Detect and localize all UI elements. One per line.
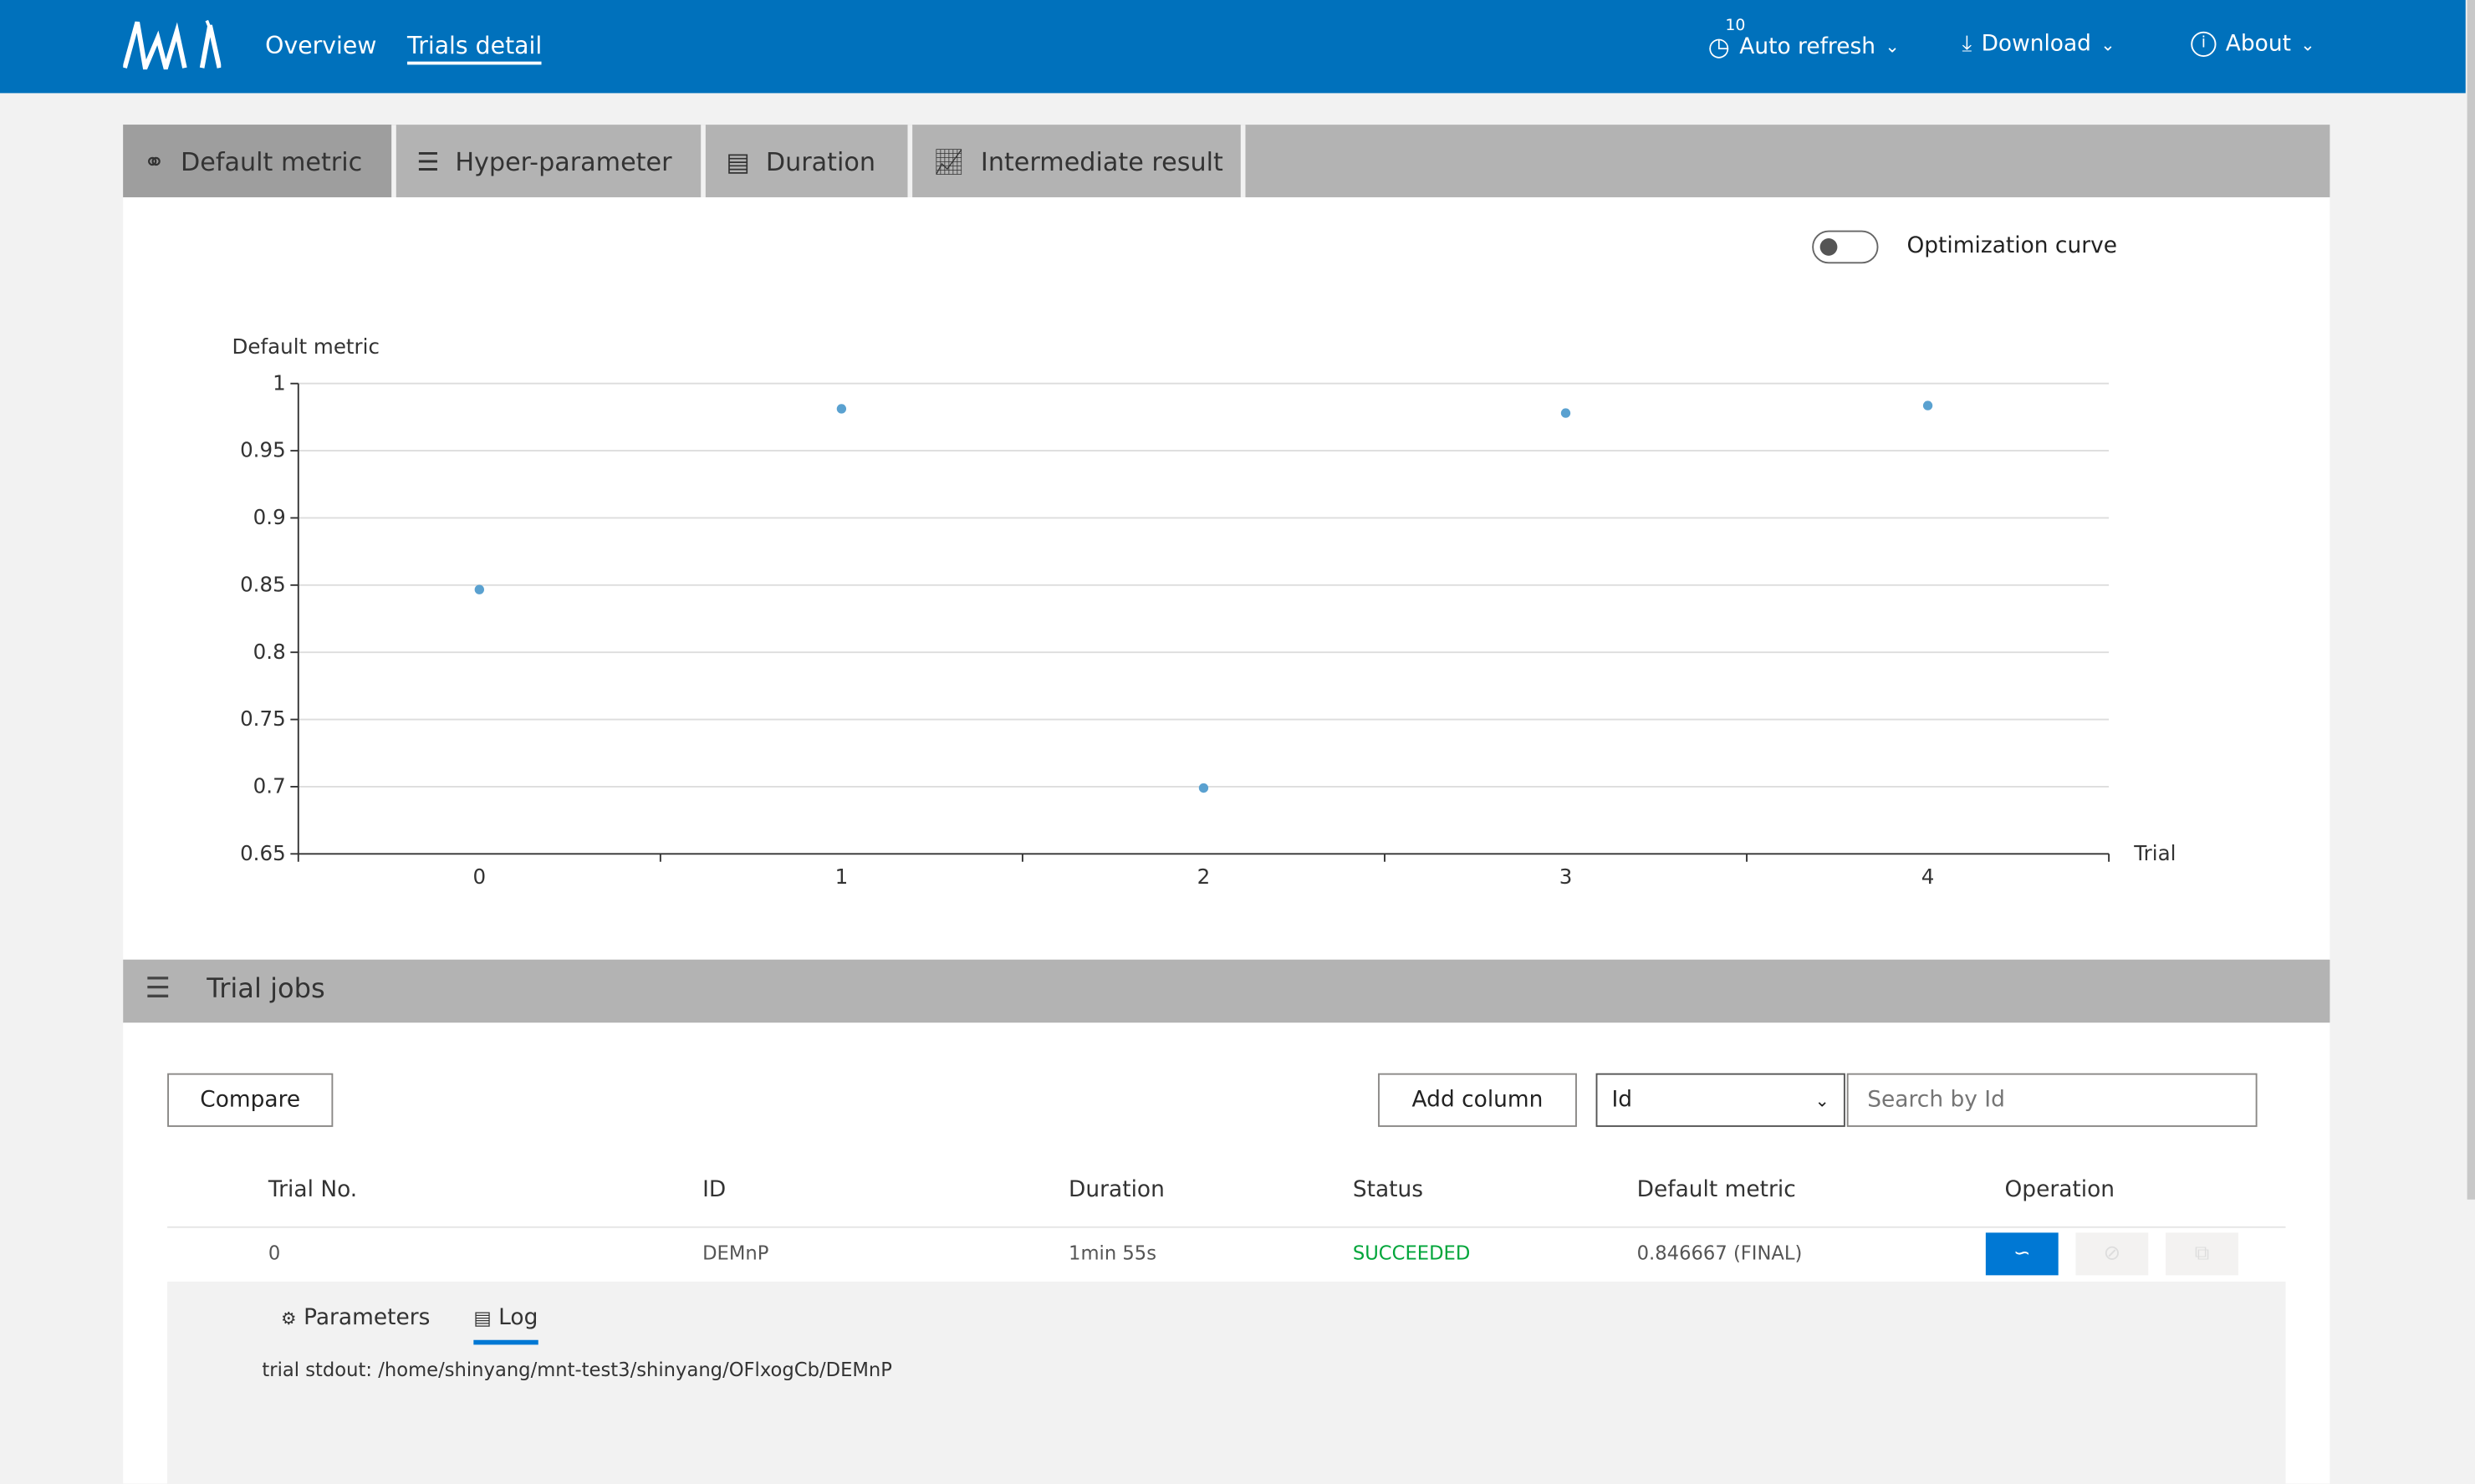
about-label: About bbox=[2225, 31, 2291, 57]
select-value: Id bbox=[1611, 1087, 1633, 1113]
list-icon: ☰ bbox=[145, 971, 171, 1006]
trial-jobs-header: ☰ Trial jobs bbox=[123, 959, 2330, 1023]
column-header-trial-no[interactable]: Trial No. bbox=[268, 1177, 358, 1203]
trial-jobs-title: Trial jobs bbox=[207, 973, 325, 1006]
y-tick-label: 0.75 bbox=[240, 706, 286, 731]
y-tick-label: 0.9 bbox=[253, 505, 286, 529]
log-icon: ▤ bbox=[473, 1307, 492, 1329]
tab-parameters[interactable]: ⚙ Parameters bbox=[281, 1305, 430, 1330]
optimization-curve-label: Optimization curve bbox=[1906, 233, 2117, 259]
cancel-icon: ⊘ bbox=[2103, 1242, 2121, 1267]
x-tick-label: 4 bbox=[1921, 864, 1935, 889]
line-chart-icon: 📈︎ bbox=[932, 145, 966, 176]
tab-hyper-parameter[interactable]: ☰ Hyper-parameter bbox=[396, 125, 706, 197]
about-menu[interactable]: i About ⌄ bbox=[2191, 31, 2315, 57]
cell-trial: 0 bbox=[268, 1242, 281, 1265]
y-tick-label: 0.85 bbox=[240, 572, 286, 596]
tab-label: Hyper-parameter bbox=[455, 145, 672, 176]
top-nav: Overview Trials detail ◷ 10 Auto refresh … bbox=[0, 0, 2466, 94]
log-text: trial stdout: /home/shinyang/mnt-test3/s… bbox=[262, 1359, 892, 1381]
auto-refresh-menu[interactable]: ◷ 10 Auto refresh ⌄ bbox=[1707, 17, 1900, 62]
nni-logo bbox=[123, 19, 222, 70]
data-point bbox=[1560, 408, 1571, 418]
expanded-row-detail: ⚙ Parameters ▤ Log trial stdout: /home/s… bbox=[167, 1281, 2286, 1484]
tab-label: Parameters bbox=[304, 1305, 431, 1331]
compare-button[interactable]: Compare bbox=[167, 1073, 334, 1127]
toggle-thumb bbox=[1819, 238, 1838, 256]
tab-label: Intermediate result bbox=[980, 145, 1223, 176]
chevron-down-icon: ⌄ bbox=[1814, 1089, 1829, 1111]
data-point bbox=[1198, 783, 1209, 793]
x-axis-label: Trial bbox=[2133, 841, 2176, 865]
column-header-id[interactable]: ID bbox=[702, 1177, 727, 1203]
copy-trial-button[interactable]: ⧉ bbox=[2166, 1232, 2238, 1276]
cell-id: DEMnP bbox=[702, 1242, 769, 1265]
tab-duration[interactable]: ▤ Duration bbox=[706, 125, 913, 197]
download-icon: ⤓ bbox=[1962, 31, 1972, 57]
y-tick-label: 0.8 bbox=[253, 640, 286, 664]
x-tick-label: 3 bbox=[1559, 864, 1573, 889]
tab-label: Default metric bbox=[180, 145, 363, 176]
chart-panel bbox=[123, 196, 2330, 960]
tab-log[interactable]: ▤ Log bbox=[473, 1305, 538, 1345]
scatter-icon: ⚭ bbox=[143, 145, 166, 176]
cell-metric: 0.846667 (FINAL) bbox=[1636, 1242, 1803, 1265]
column-header-operation: Operation bbox=[2004, 1177, 2115, 1203]
scrollbar[interactable] bbox=[2467, 0, 2475, 1200]
chevron-down-icon: ⌄ bbox=[2300, 33, 2315, 55]
add-column-button[interactable]: Add column bbox=[1378, 1073, 1577, 1127]
download-menu[interactable]: ⤓ Download ⌄ bbox=[1962, 32, 2115, 57]
chevron-down-icon: ⌄ bbox=[1885, 36, 1900, 57]
column-header-duration[interactable]: Duration bbox=[1069, 1177, 1165, 1203]
nav-trials-detail[interactable]: Trials detail bbox=[407, 32, 543, 65]
bar-chart-icon: ▤ bbox=[726, 145, 750, 176]
sliders-icon: ☰ bbox=[416, 145, 440, 176]
divider bbox=[167, 1226, 2286, 1228]
cell-duration: 1min 55s bbox=[1069, 1242, 1157, 1265]
copy-icon: ⧉ bbox=[2194, 1242, 2210, 1267]
chevron-down-icon: ⌄ bbox=[2100, 33, 2115, 55]
tab-label: Duration bbox=[765, 145, 876, 176]
data-point bbox=[836, 404, 847, 414]
column-header-status[interactable]: Status bbox=[1352, 1177, 1424, 1203]
column-header-default-metric[interactable]: Default metric bbox=[1636, 1177, 1796, 1203]
line-chart-icon: ∽ bbox=[2013, 1242, 2031, 1267]
optimization-curve-toggle[interactable] bbox=[1812, 230, 1879, 264]
y-tick-label: 0.65 bbox=[240, 841, 286, 865]
nav-overview[interactable]: Overview bbox=[265, 31, 377, 60]
clock-refresh-icon: ◷ 10 bbox=[1707, 17, 1746, 62]
scatter-chart: Default metric Trial 1 0.95 0.9 0.85 0.8 0.75… bbox=[232, 334, 2176, 889]
data-point bbox=[1922, 400, 1933, 411]
y-tick-label: 1 bbox=[273, 370, 286, 395]
parameters-icon: ⚙ bbox=[281, 1308, 297, 1329]
download-label: Download bbox=[1981, 31, 2091, 57]
status-badge: SUCCEEDED bbox=[1352, 1242, 1471, 1265]
chart-tabs: ⚭ Default metric ☰ Hyper-parameter ▤ Durati… bbox=[123, 125, 2330, 197]
kill-trial-button[interactable]: ⊘ bbox=[2075, 1232, 2149, 1276]
search-field-select[interactable]: Id ⌄ bbox=[1595, 1073, 1845, 1127]
info-icon: i bbox=[2191, 31, 2217, 57]
x-tick-label: 0 bbox=[473, 864, 487, 889]
view-intermediate-button[interactable]: ∽ bbox=[1985, 1232, 2059, 1276]
tab-default-metric[interactable]: ⚭ Default metric bbox=[123, 125, 396, 197]
y-axis-label: Default metric bbox=[232, 334, 380, 359]
y-tick-label: 0.7 bbox=[253, 773, 286, 798]
x-tick-label: 1 bbox=[835, 864, 849, 889]
tab-intermediate-result[interactable]: 📈︎ Intermediate result bbox=[912, 125, 1246, 197]
search-input[interactable] bbox=[1846, 1073, 2258, 1127]
y-tick-label: 0.95 bbox=[240, 438, 286, 462]
data-point bbox=[474, 584, 484, 594]
auto-refresh-label: Auto refresh bbox=[1739, 33, 1876, 59]
tab-label: Log bbox=[498, 1305, 538, 1331]
x-tick-label: 2 bbox=[1197, 864, 1211, 889]
